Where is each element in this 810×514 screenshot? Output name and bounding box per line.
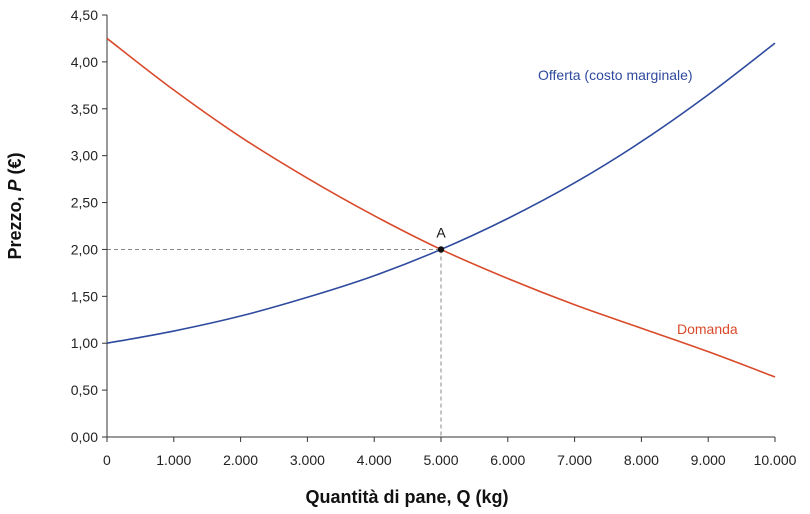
equilibrium-point-label: A	[436, 224, 446, 240]
demand-curve-label: Domanda	[677, 321, 738, 337]
x-tick-label: 8.000	[624, 452, 659, 468]
y-tick-label: 0,00	[71, 429, 98, 445]
x-tick-label: 3.000	[290, 452, 325, 468]
supply-curve-label: Offerta (costo marginale)	[538, 67, 693, 83]
x-axis-title: Quantità di pane, Q (kg)	[305, 487, 508, 507]
y-tick-label: 1,50	[71, 288, 98, 304]
y-axis-title-prefix: Prezzo,	[5, 191, 25, 259]
x-tick-label: 9.000	[691, 452, 726, 468]
x-tick-label: 2.000	[223, 452, 258, 468]
x-tick-label: 0	[103, 452, 111, 468]
y-tick-label: 0,50	[71, 382, 98, 398]
y-tick-label: 2,00	[71, 241, 98, 257]
x-tick-label: 1.000	[156, 452, 191, 468]
series-lines	[106, 37, 776, 378]
equilibrium-point	[437, 246, 445, 253]
dashed-guides	[107, 248, 442, 437]
y-tick-label: 4,00	[71, 54, 98, 70]
x-tick-label: 7.000	[557, 452, 592, 468]
axes: 0,00 0,50 1,00 1,50 2,00 2,50 3,00 3,50 4,00 4,50…	[71, 7, 797, 468]
x-tick-label: 6.000	[490, 452, 525, 468]
y-tick-label: 2,50	[71, 195, 98, 211]
x-tick-label: 4.000	[357, 452, 392, 468]
y-tick-label: 3,00	[71, 148, 98, 164]
y-axis-title-variable: P	[5, 178, 25, 191]
y-tick-label: 3,50	[71, 101, 98, 117]
labels: Offerta (costo marginale) Domanda A	[436, 67, 738, 337]
y-axis-title-suffix: (€)	[5, 152, 25, 179]
demand-curve	[106, 37, 776, 378]
y-tick-label: 4,50	[71, 7, 98, 23]
supply-curve	[106, 42, 776, 345]
y-axis-title: Prezzo, P (€)	[5, 152, 25, 259]
x-tick-label: 10.000	[754, 452, 797, 468]
x-tick-label: 5.000	[423, 452, 458, 468]
y-tick-label: 1,00	[71, 335, 98, 351]
